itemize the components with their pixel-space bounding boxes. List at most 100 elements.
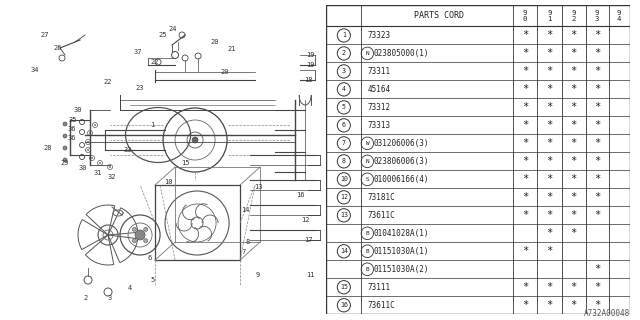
Text: 30: 30: [79, 165, 87, 171]
Text: *: *: [594, 282, 600, 292]
Text: *: *: [522, 67, 528, 76]
Text: *: *: [547, 192, 552, 202]
Text: *: *: [547, 246, 552, 256]
Text: PARTS CORD: PARTS CORD: [413, 12, 463, 20]
Text: *: *: [570, 300, 577, 310]
Text: 14: 14: [241, 207, 250, 213]
Text: *: *: [570, 192, 577, 202]
Circle shape: [63, 146, 67, 150]
Text: *: *: [547, 84, 552, 94]
Circle shape: [91, 157, 93, 159]
Circle shape: [87, 141, 89, 143]
Text: 31: 31: [94, 170, 102, 176]
Text: 9
4: 9 4: [617, 10, 621, 22]
Text: 9
2: 9 2: [572, 10, 576, 22]
Text: 19: 19: [306, 52, 314, 58]
Text: *: *: [522, 120, 528, 130]
Text: 17: 17: [304, 237, 312, 243]
Text: *: *: [522, 300, 528, 310]
Text: *: *: [522, 84, 528, 94]
Text: 16: 16: [340, 302, 348, 308]
Text: 3: 3: [108, 295, 112, 301]
Text: 22: 22: [104, 79, 112, 85]
Text: *: *: [594, 102, 600, 112]
Text: *: *: [570, 156, 577, 166]
Circle shape: [89, 132, 91, 134]
Text: *: *: [594, 48, 600, 59]
Text: *: *: [547, 300, 552, 310]
Circle shape: [87, 149, 89, 151]
Text: *: *: [547, 174, 552, 184]
Text: *: *: [594, 120, 600, 130]
Text: 10: 10: [340, 176, 348, 182]
Text: 13: 13: [254, 184, 262, 190]
Text: 73313: 73313: [367, 121, 390, 130]
Text: S: S: [365, 177, 369, 182]
Text: 12: 12: [301, 217, 309, 223]
Text: 27: 27: [41, 32, 49, 38]
Text: *: *: [570, 120, 577, 130]
Text: *: *: [594, 300, 600, 310]
Text: *: *: [522, 30, 528, 40]
Text: 73312: 73312: [367, 103, 390, 112]
Text: 22: 22: [151, 59, 159, 65]
Text: *: *: [594, 192, 600, 202]
Text: 023805000(1): 023805000(1): [374, 49, 429, 58]
Text: *: *: [570, 282, 577, 292]
Text: 25: 25: [159, 32, 167, 38]
Text: *: *: [570, 210, 577, 220]
Text: *: *: [522, 156, 528, 166]
Text: 023806006(3): 023806006(3): [374, 157, 429, 166]
Text: 4: 4: [128, 285, 132, 291]
Text: *: *: [522, 282, 528, 292]
Text: 9
0: 9 0: [523, 10, 527, 22]
Circle shape: [132, 239, 136, 243]
Text: 34: 34: [31, 67, 39, 73]
Text: *: *: [594, 174, 600, 184]
Text: *: *: [522, 138, 528, 148]
Circle shape: [132, 227, 136, 231]
Text: *: *: [522, 210, 528, 220]
Text: 30: 30: [74, 107, 83, 113]
Text: 32: 32: [108, 174, 116, 180]
Text: 3: 3: [342, 68, 346, 75]
Text: *: *: [570, 30, 577, 40]
Text: 9
1: 9 1: [547, 10, 552, 22]
Text: *: *: [547, 30, 552, 40]
Text: 01151030A(1): 01151030A(1): [374, 247, 429, 256]
Text: *: *: [522, 246, 528, 256]
Circle shape: [63, 122, 67, 126]
Text: *: *: [522, 174, 528, 184]
Text: B: B: [365, 267, 369, 272]
Text: *: *: [570, 102, 577, 112]
Text: 031206006(3): 031206006(3): [374, 139, 429, 148]
Text: 10: 10: [164, 179, 172, 185]
Circle shape: [99, 162, 101, 164]
Text: *: *: [522, 102, 528, 112]
Text: *: *: [522, 192, 528, 202]
Circle shape: [63, 134, 67, 138]
Text: 1: 1: [150, 122, 154, 128]
Text: 8: 8: [246, 239, 250, 245]
Text: *: *: [547, 48, 552, 59]
Text: *: *: [547, 228, 552, 238]
Text: *: *: [594, 210, 600, 220]
Circle shape: [109, 166, 111, 168]
Text: 21: 21: [228, 46, 236, 52]
Text: 45164: 45164: [367, 85, 390, 94]
Text: 12: 12: [340, 194, 348, 200]
Text: W: W: [365, 141, 369, 146]
Text: 15: 15: [340, 284, 348, 290]
Text: 36: 36: [68, 135, 76, 141]
Text: *: *: [594, 156, 600, 166]
Text: *: *: [547, 120, 552, 130]
Circle shape: [63, 158, 67, 162]
Text: 11: 11: [306, 272, 314, 278]
Text: 7: 7: [242, 249, 246, 255]
Text: *: *: [570, 138, 577, 148]
Text: *: *: [570, 48, 577, 59]
Circle shape: [144, 227, 148, 231]
Text: 5: 5: [151, 277, 155, 283]
Text: 2: 2: [84, 295, 88, 301]
Text: *: *: [594, 30, 600, 40]
